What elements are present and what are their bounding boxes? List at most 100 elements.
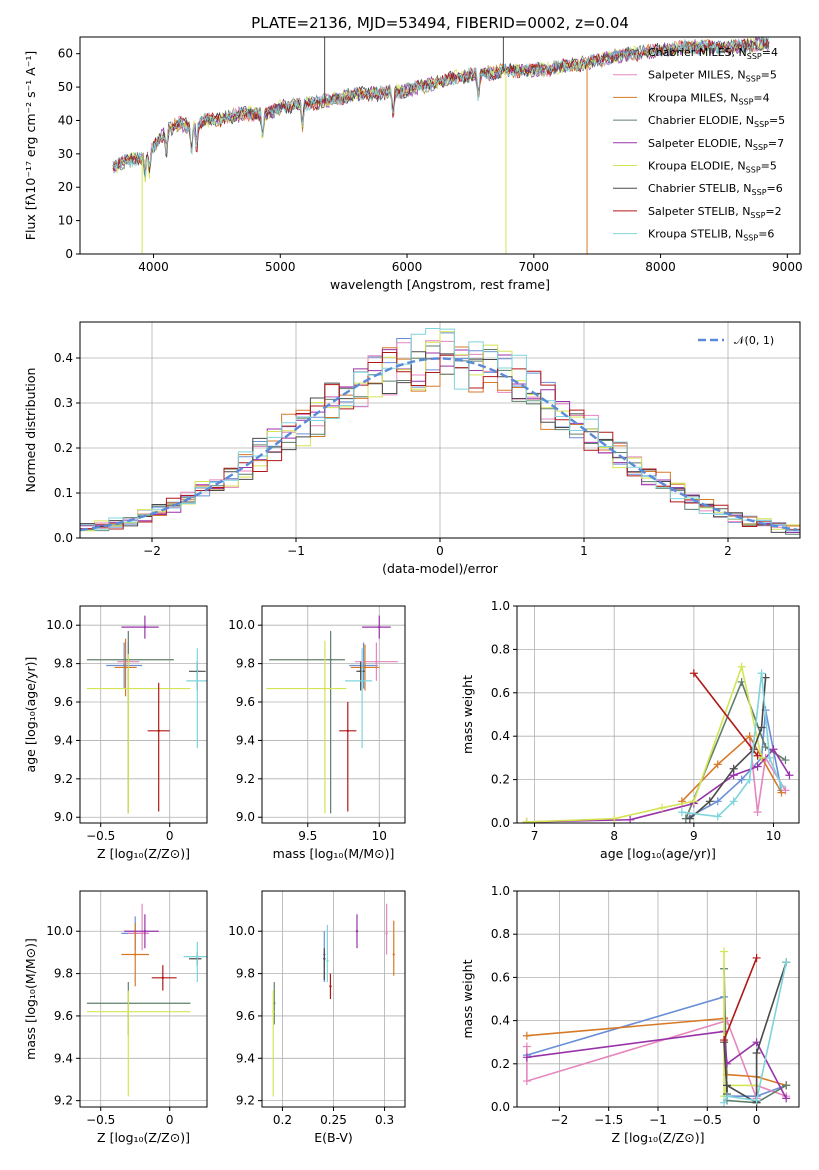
legend-subscript: SSP (747, 52, 762, 61)
x-tick-label: 10 (766, 829, 781, 843)
x-tick-label: 0.3 (375, 1113, 394, 1127)
x-tick-label: −2 (143, 544, 161, 558)
y-tick-label: 30 (58, 147, 73, 161)
plot-area-weight_vs_Z (522, 947, 791, 1107)
y-axis-label: mass [log₁₀(M/M⊙)] (23, 938, 38, 1060)
weight-marker (713, 797, 722, 806)
x-axis-label: Z [log₁₀(Z/Z⊙)] (97, 1130, 190, 1145)
data-point (359, 670, 362, 673)
data-point (375, 660, 378, 663)
data-point (346, 729, 349, 733)
data-point (323, 957, 326, 960)
weight-marker (720, 1036, 729, 1045)
legend-value: =5 (761, 69, 777, 82)
y-tick-label: 9.8 (236, 967, 255, 981)
legend-subscript: SSP (752, 188, 767, 197)
axes-frame (261, 890, 406, 1108)
axes-frame (79, 321, 801, 539)
weight-marker (713, 760, 722, 769)
legend-label: Salpeter MILES, NSSP=5 (648, 69, 777, 84)
weight-marker (752, 1049, 761, 1057)
y-tick-label: 0.2 (491, 1057, 510, 1071)
weight-marker (713, 812, 722, 821)
y-tick-label: 0.0 (491, 816, 510, 830)
x-tick-label: 7000 (519, 260, 550, 274)
legend-value: =6 (767, 182, 783, 195)
weight-marker (737, 775, 746, 784)
weight-line (526, 1019, 787, 1099)
x-tick-label: 4000 (138, 260, 169, 274)
data-point (355, 930, 359, 933)
weight-marker (689, 669, 698, 678)
legend-subscript: SSP (746, 166, 761, 175)
x-tick-label: 9 (690, 829, 698, 843)
data-point (323, 687, 327, 690)
weight-marker (761, 673, 770, 682)
data-point (360, 679, 364, 683)
x-tick-label: −0.5 (86, 1113, 115, 1127)
residual-histogram (80, 346, 800, 527)
data-point (143, 625, 147, 629)
y-axis-label: mass weight (460, 959, 475, 1038)
weight-marker (705, 797, 714, 806)
y-tick-label: 9.0 (54, 810, 73, 824)
legend-subscript: SSP (743, 234, 758, 243)
x-tick-label: −0.5 (86, 829, 115, 843)
axes-frame (261, 605, 406, 824)
chart-residuals: −2 −1 0 1 2 0.0 0.1 0.2 0.3 0.4 (data-model)/error… (23, 321, 801, 576)
y-tick-label: 9.2 (236, 1094, 255, 1108)
y-tick-label: 0.4 (54, 351, 73, 365)
x-tick-label: 8000 (645, 260, 676, 274)
y-axis-label: age [log₁₀(age/yr)] (23, 657, 38, 773)
legend-label: Chabrier MILES, NSSP=4 (648, 46, 778, 61)
legend-subscript: SSP (754, 120, 769, 129)
weight-marker (685, 814, 694, 823)
spectrum-line (112, 38, 770, 174)
x-tick-label: 5000 (265, 260, 296, 274)
plot-area-age_vs_Z (86, 615, 207, 814)
weight-line (723, 957, 758, 1041)
y-tick-label: 9.6 (54, 695, 73, 709)
data-point (134, 953, 137, 956)
legend-value: =4 (762, 46, 778, 59)
y-tick-label: 9.2 (236, 772, 255, 786)
weight-marker (729, 764, 738, 773)
legend-value: =6 (758, 228, 774, 241)
x-tick-label: 9000 (772, 260, 803, 274)
chart-spectrum: 4000 5000 6000 7000 8000 9000 0 10 20 30 40 50 60 wav… (23, 36, 803, 292)
weight-line (689, 677, 767, 820)
spectrum-line (112, 37, 770, 178)
x-axis-label: (data-model)/error (382, 561, 499, 576)
chart-mass_vs_Z: −0.5 0 9.2 9.4 9.6 9.8 10.0 Z [log₁₀(Z/Z⊙)] mass… (23, 890, 208, 1145)
x-tick-label: 1 (580, 544, 588, 558)
axes-frame (79, 36, 801, 255)
data-point (392, 953, 395, 956)
weight-marker (745, 732, 754, 741)
weight-line (693, 672, 759, 757)
data-point (329, 658, 332, 661)
legend-value: =5 (769, 114, 785, 127)
weight-marker (757, 723, 766, 732)
weight-marker (765, 753, 774, 762)
plot-area-weight_vs_age (522, 662, 794, 823)
y-tick-label: 0.1 (54, 486, 73, 500)
y-tick-label: 0.4 (491, 1014, 510, 1028)
x-axis-label: age [log₁₀(age/yr)] (600, 846, 716, 861)
y-tick-label: 0.4 (491, 729, 510, 743)
residual-histogram (80, 328, 800, 531)
x-tick-label: 0 (753, 1113, 761, 1127)
y-tick-label: 10.0 (46, 924, 73, 938)
y-tick-label: 10.0 (228, 924, 255, 938)
weight-marker (781, 756, 790, 765)
x-tick-label: 9.5 (298, 829, 317, 843)
plot-area-spectrum (112, 37, 770, 254)
data-point (363, 666, 367, 669)
y-axis-label: mass weight (460, 675, 475, 754)
y-tick-label: 9.2 (54, 1094, 73, 1108)
weight-marker (723, 1081, 732, 1090)
normal-curve (80, 357, 798, 532)
y-tick-label: 9.0 (236, 810, 255, 824)
weight-marker (782, 1094, 791, 1103)
chart-weight_vs_age: 7 8 9 10 0.0 0.2 0.4 0.6 0.8 1.0 age [log₁₀(age/yr… (460, 599, 800, 861)
